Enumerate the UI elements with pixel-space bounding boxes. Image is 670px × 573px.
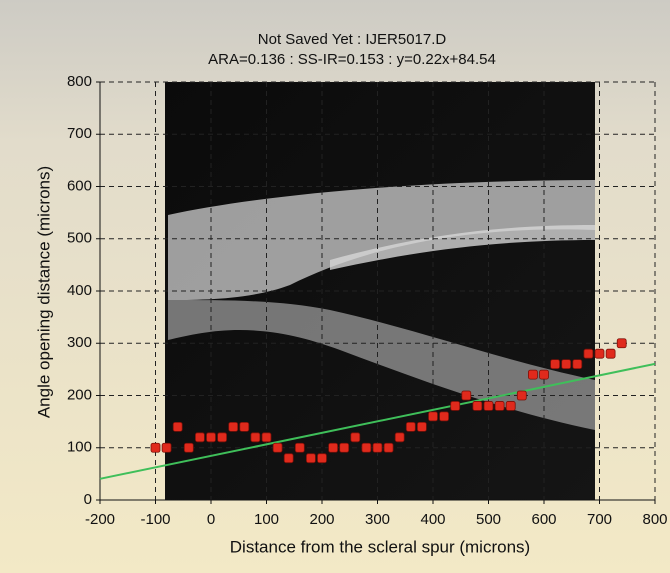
point: [239, 421, 250, 432]
y-tick-label: 200: [67, 386, 92, 403]
point: [217, 432, 228, 443]
point: [317, 453, 327, 464]
point: [339, 442, 350, 453]
y-tick-label: 400: [67, 282, 92, 299]
x-tick-label: 300: [365, 511, 390, 528]
point: [472, 401, 483, 411]
x-tick-label: 100: [254, 511, 279, 528]
x-axis-label: Distance from the scleral spur (microns): [230, 537, 530, 556]
point: [572, 359, 583, 370]
point: [405, 421, 416, 432]
y-tick-label: 600: [67, 177, 92, 194]
point: [539, 369, 549, 380]
point: [394, 432, 405, 443]
point: [516, 390, 527, 401]
point: [206, 432, 216, 443]
point: [361, 442, 372, 453]
x-tick-label: 0: [207, 511, 215, 528]
point: [194, 432, 205, 443]
point: [483, 401, 494, 411]
point: [350, 432, 361, 443]
chart-subtitle: ARA=0.136 : SS-IR=0.153 : y=0.22x+84.54: [208, 51, 496, 68]
point: [150, 442, 161, 453]
point: [594, 348, 605, 359]
y-tick-label: 800: [67, 73, 92, 90]
point: [605, 348, 616, 359]
point: [439, 411, 450, 422]
x-tick-label: -200: [85, 511, 115, 528]
point: [228, 421, 239, 432]
y-tick-label: 500: [67, 230, 92, 247]
point: [283, 453, 294, 464]
x-tick-label: 500: [476, 511, 501, 528]
point: [172, 421, 183, 432]
point: [161, 442, 172, 453]
x-tick-label: -100: [140, 511, 170, 528]
point: [450, 401, 461, 411]
fit-line: [99, 362, 656, 480]
point: [305, 453, 316, 464]
point: [528, 369, 538, 380]
x-tick-label: 200: [309, 511, 334, 528]
x-tick-label: 800: [642, 511, 667, 528]
point: [383, 442, 394, 453]
point: [372, 442, 383, 453]
y-tick-label: 0: [84, 491, 92, 508]
point: [616, 338, 627, 349]
y-tick-label: 700: [67, 125, 92, 142]
y-tick-label: 100: [67, 439, 92, 456]
chart-title: Not Saved Yet : IJER5017.D: [258, 31, 447, 48]
point: [583, 348, 594, 359]
point: [250, 432, 261, 443]
point: [183, 442, 194, 453]
point: [494, 401, 505, 411]
y-tick-label: 300: [67, 334, 92, 351]
point: [505, 401, 516, 411]
y-axis-label: Angle opening distance (microns): [34, 166, 53, 418]
point: [461, 390, 472, 401]
point: [328, 442, 339, 453]
point: [272, 442, 283, 453]
point: [294, 442, 305, 453]
point: [261, 432, 272, 443]
point: [550, 359, 560, 370]
x-tick-label: 400: [420, 511, 445, 528]
x-tick-label: 700: [587, 511, 612, 528]
point: [416, 421, 427, 432]
point: [428, 411, 438, 422]
x-tick-label: 600: [531, 511, 556, 528]
point: [561, 359, 572, 370]
